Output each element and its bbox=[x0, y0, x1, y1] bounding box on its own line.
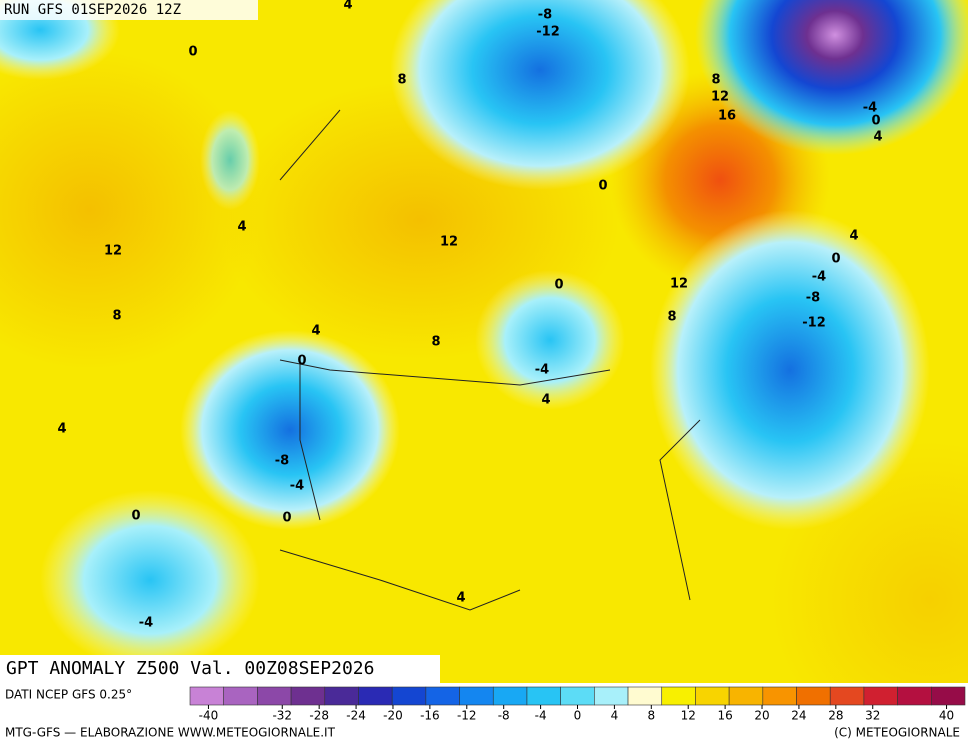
colorbar-swatch bbox=[796, 686, 831, 706]
run-label: RUN GFS 01SEP2026 12Z bbox=[4, 2, 181, 18]
contour-label: 4 bbox=[873, 130, 882, 145]
colorbar-swatch bbox=[762, 686, 797, 706]
colorbar-swatch bbox=[661, 686, 696, 706]
contour-label: -4 bbox=[290, 479, 304, 494]
colorbar-tick-label: -40 bbox=[199, 709, 219, 723]
contour-label: -4 bbox=[139, 616, 153, 631]
contour-label: 0 bbox=[831, 252, 840, 267]
contour-label: -8 bbox=[275, 454, 289, 469]
contour-label: 4 bbox=[57, 422, 66, 437]
contour-label: -8 bbox=[538, 8, 552, 23]
colorbar-swatch bbox=[594, 686, 629, 706]
colorbar-tick-label: 8 bbox=[647, 709, 655, 723]
colorbar-swatch bbox=[931, 686, 966, 706]
colorbar-swatch bbox=[290, 686, 326, 706]
colorbar-tick-label: -32 bbox=[272, 709, 292, 723]
contour-label: 16 bbox=[718, 109, 736, 124]
contour-label: 8 bbox=[711, 73, 720, 88]
footer-right: (C) METEOGIORNALE bbox=[834, 726, 960, 740]
contour-label: 4 bbox=[456, 591, 465, 606]
colorbar-swatch bbox=[695, 686, 730, 706]
contour-label: 4 bbox=[541, 393, 550, 408]
colorbar-tick-label: 16 bbox=[717, 709, 732, 723]
contour-label: 8 bbox=[397, 73, 406, 88]
colorbar-tick-label: 0 bbox=[574, 709, 582, 723]
contour-label: 8 bbox=[112, 309, 121, 324]
colorbar-swatch bbox=[728, 686, 764, 706]
colorbar-tick-label: 28 bbox=[828, 709, 843, 723]
colorbar-tick-label: -28 bbox=[309, 709, 329, 723]
contour-label: 0 bbox=[297, 354, 306, 369]
colorbar-swatch bbox=[863, 686, 898, 706]
contour-label: 0 bbox=[871, 114, 880, 129]
colorbar-tick-label: -20 bbox=[383, 709, 403, 723]
colorbar: -40 -32 -28 -24 -20 -16 -12 -8 -4 0 4 8 12 16 20 24 28 32… bbox=[189, 686, 966, 723]
contour-label: 12 bbox=[440, 235, 458, 250]
colorbar-swatch bbox=[459, 686, 494, 706]
colorbar-swatch bbox=[560, 686, 595, 706]
contour-label: -4 bbox=[535, 363, 549, 378]
contour-label: 12 bbox=[104, 244, 122, 259]
colorbar-swatch bbox=[897, 686, 932, 706]
colorbar-tick-label: -24 bbox=[346, 709, 366, 723]
contour-label: -4 bbox=[863, 101, 877, 116]
colorbar-tick-label: -16 bbox=[420, 709, 440, 723]
contour-label: 0 bbox=[282, 511, 291, 526]
colorbar-swatch bbox=[324, 686, 359, 706]
colorbar-swatch bbox=[627, 686, 663, 706]
colorbar-tick-label: 4 bbox=[611, 709, 619, 723]
title: GPT ANOMALY Z500 Val. 00Z08SEP2026 bbox=[6, 658, 374, 679]
contour-label: -12 bbox=[536, 25, 560, 40]
contour-label: 0 bbox=[554, 278, 563, 293]
colorbar-tick-label: 24 bbox=[791, 709, 806, 723]
colorbar-tick-label: -8 bbox=[498, 709, 510, 723]
colorbar-tick-label: 20 bbox=[754, 709, 769, 723]
contour-label: -4 bbox=[812, 270, 826, 285]
source-label: DATI NCEP GFS 0.25° bbox=[5, 688, 132, 702]
colorbar-swatch bbox=[829, 686, 865, 706]
colorbar-tick-label: -12 bbox=[457, 709, 477, 723]
contour-label: 8 bbox=[667, 310, 676, 325]
colorbar-swatch bbox=[257, 686, 292, 706]
footer-left: MTG-GFS — ELABORAZIONE WWW.METEOGIORNALE… bbox=[5, 726, 336, 740]
contour-label: 4 bbox=[343, 0, 352, 13]
colorbar-swatch bbox=[391, 686, 427, 706]
contour-label: 4 bbox=[849, 229, 858, 244]
contour-label: 8 bbox=[431, 335, 440, 350]
contour-label: 0 bbox=[188, 45, 197, 60]
colorbar-swatch bbox=[358, 686, 393, 706]
colorbar-swatch bbox=[223, 686, 258, 706]
title-box bbox=[0, 655, 440, 683]
colorbar-tick-label: 40 bbox=[939, 709, 954, 723]
colorbar-tick-label: -4 bbox=[535, 709, 547, 723]
colorbar-tick-label: 12 bbox=[681, 709, 696, 723]
contour-label: 4 bbox=[311, 324, 320, 339]
colorbar-tick-label: 32 bbox=[865, 709, 880, 723]
run-box bbox=[0, 0, 258, 20]
contour-label: -12 bbox=[802, 316, 826, 331]
colorbar-swatch bbox=[189, 686, 224, 706]
contour-label: 12 bbox=[711, 90, 729, 105]
colorbar-swatch bbox=[526, 686, 561, 706]
contour-label: 12 bbox=[670, 277, 688, 292]
colorbar-swatch bbox=[425, 686, 460, 706]
contour-label: 4 bbox=[237, 220, 246, 235]
colorbar-swatch bbox=[492, 686, 528, 706]
contour-label: 0 bbox=[131, 509, 140, 524]
contour-label: 0 bbox=[598, 179, 607, 194]
contour-label: -8 bbox=[806, 291, 820, 306]
